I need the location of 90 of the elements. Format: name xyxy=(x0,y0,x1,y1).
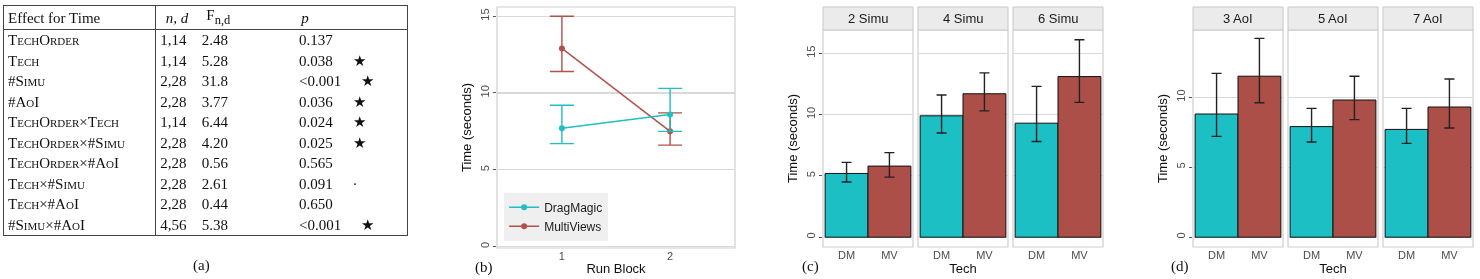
y-axis-title: Time (seconds) xyxy=(458,82,474,173)
text: 2,28 xyxy=(159,174,188,194)
text: 2.61 xyxy=(200,174,229,194)
text: 0.44 xyxy=(200,195,229,215)
y-axis-title: Time (seconds) xyxy=(784,93,800,184)
text: TechOrder×Tech xyxy=(3,112,156,133)
text: 0.565 xyxy=(298,154,334,174)
y-tick-label: 0 xyxy=(1174,232,1187,239)
text: 1,14 xyxy=(159,31,188,51)
legend-label: DragMagic xyxy=(544,200,603,215)
y-tick-label: 5 xyxy=(1174,162,1187,169)
x-tick-label: DM xyxy=(933,249,951,261)
text: 0.038 ★ xyxy=(298,51,367,71)
x-tick-label: MV xyxy=(881,249,899,261)
text: 6.44 xyxy=(200,113,229,133)
x-tick-label: 2 xyxy=(667,250,674,262)
text: 0.650 xyxy=(298,195,334,215)
text: 4,56 xyxy=(159,215,188,235)
legend-label: MultiViews xyxy=(544,219,602,234)
text: 0.036 ★ xyxy=(298,92,367,112)
text: 0.137 xyxy=(298,31,334,51)
text: (a) xyxy=(193,257,210,274)
y-axis-title: Time (seconds) xyxy=(1154,93,1170,184)
text: #Simu xyxy=(3,71,156,92)
text: 1,14 xyxy=(159,113,188,133)
text: 5.38 xyxy=(200,215,229,235)
x-tick-label: MV xyxy=(1251,249,1269,261)
text: 4.20 xyxy=(200,133,229,153)
text: 0.025 ★ xyxy=(298,133,367,153)
chart-title: 7 AoI xyxy=(1413,11,1443,26)
chart-title: 6 Simu xyxy=(1038,11,1079,26)
x-tick-label: DM xyxy=(1398,249,1416,261)
text: 5.28 xyxy=(200,51,229,71)
y-tick-label: 10 xyxy=(804,106,817,120)
text: (b) xyxy=(475,259,493,276)
x-tick-label: MV xyxy=(1346,249,1364,261)
text: TechOrder×#AoI xyxy=(3,153,156,174)
text: 1,14 xyxy=(159,51,188,71)
text: #Simu×#AoI xyxy=(3,214,156,236)
y-tick-label: 5 xyxy=(478,165,491,172)
point xyxy=(558,45,565,52)
x-axis-title: Tech xyxy=(949,261,977,276)
text: #AoI xyxy=(3,91,156,112)
text: <0.001 ★ xyxy=(298,215,375,235)
text: Tech xyxy=(3,50,156,71)
y-tick-label: 15 xyxy=(804,45,817,58)
y-tick-label: 0 xyxy=(804,232,817,239)
x-axis-title: Run Block xyxy=(586,260,647,276)
text: 0.091 · xyxy=(298,174,359,194)
x-tick-label: MV xyxy=(1071,249,1089,261)
point xyxy=(667,111,674,118)
text: 2,28 xyxy=(159,154,188,174)
chart-title: 3 AoI xyxy=(1223,11,1253,26)
text: 0.56 xyxy=(200,154,229,174)
x-tick-label: 1 xyxy=(558,250,565,262)
text: 2,28 xyxy=(159,133,188,153)
y-tick-label: 15 xyxy=(478,8,491,21)
text: 2,28 xyxy=(159,92,188,112)
text: TechOrder×#Simu xyxy=(3,132,156,153)
text: (d) xyxy=(1171,258,1189,275)
text: p xyxy=(239,5,408,30)
text: F$_{n,d}$ xyxy=(197,5,240,30)
point xyxy=(558,125,565,132)
x-tick-label: DM xyxy=(1208,249,1226,261)
text: n, d xyxy=(155,5,198,30)
text: (c) xyxy=(802,258,819,275)
chart-title: 2 Simu xyxy=(848,11,889,26)
x-tick-label: DM xyxy=(838,249,856,261)
chart-title: 4 Simu xyxy=(943,11,984,26)
x-axis-title: Tech xyxy=(1319,261,1347,276)
chart-title: 5 AoI xyxy=(1318,11,1348,26)
text: TechOrder xyxy=(3,29,156,51)
text: 3.77 xyxy=(200,92,229,112)
y-tick-label: 0 xyxy=(478,241,491,248)
text: <0.001 ★ xyxy=(298,72,375,92)
y-tick-label: 10 xyxy=(1174,89,1187,102)
text: Tech×#AoI xyxy=(3,194,156,215)
text: 2,28 xyxy=(159,195,188,215)
y-tick-label: 10 xyxy=(478,85,491,98)
text: Effect for Time xyxy=(3,5,156,30)
text: 2,28 xyxy=(159,72,188,92)
x-tick-label: MV xyxy=(976,249,994,261)
text: 2.48 xyxy=(200,31,229,51)
x-tick-label: DM xyxy=(1028,249,1046,261)
y-tick-label: 5 xyxy=(804,171,817,178)
text: 0.024 ★ xyxy=(298,113,367,133)
x-tick-label: MV xyxy=(1441,249,1459,261)
text: Tech×#Simu xyxy=(3,173,156,194)
text: 31.8 xyxy=(200,72,229,92)
x-tick-label: DM xyxy=(1303,249,1321,261)
